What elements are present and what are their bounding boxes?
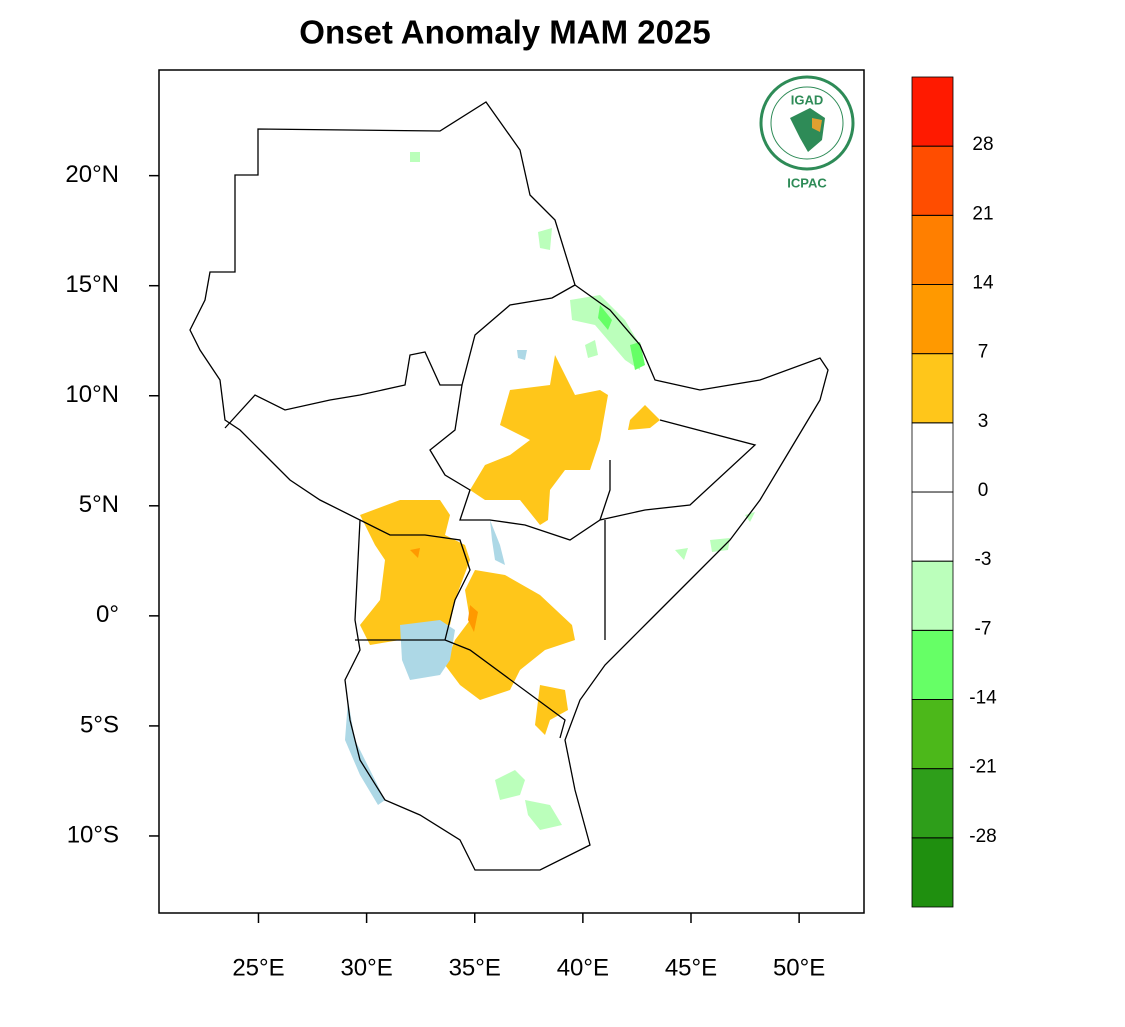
colorbar-bin <box>911 422 954 493</box>
patch-positive <box>628 405 660 430</box>
x-tick-label: 45°E <box>665 954 717 981</box>
colorbar-bin <box>911 629 954 700</box>
colorbar-bin <box>911 768 954 839</box>
colorbar-label: 0 <box>978 480 989 501</box>
y-tick-label: 15°N <box>65 271 119 298</box>
logo-name: IGAD <box>791 92 824 107</box>
colorbar-label: -14 <box>969 688 997 709</box>
coastline <box>189 101 829 871</box>
y-tick-label: 10°N <box>65 381 119 408</box>
x-tick-label: 35°E <box>449 954 501 981</box>
border <box>224 284 576 429</box>
y-tick-label: 5°N <box>79 491 119 518</box>
y-tick-label: 0° <box>96 601 119 628</box>
patch-positive-strong <box>410 548 478 632</box>
patch-positive <box>445 570 575 700</box>
colorbar-bin <box>911 76 954 147</box>
colorbar-label: -28 <box>969 826 996 847</box>
y-tick-label: 10°S <box>67 821 119 848</box>
colorbar-bin <box>911 353 954 424</box>
x-tick-label: 30°E <box>340 954 392 981</box>
colorbar-bin <box>911 699 954 770</box>
lake-victoria <box>400 620 455 680</box>
colorbar-label: 21 <box>972 203 993 224</box>
map-title: Onset Anomaly MAM 2025 <box>299 14 710 51</box>
colorbar-label: 3 <box>978 411 989 432</box>
colorbar-label: -21 <box>969 757 996 778</box>
border <box>429 384 757 541</box>
y-tick-label: 5°S <box>80 711 119 738</box>
colorbar-bin <box>911 284 954 355</box>
colorbar-bin <box>911 560 954 631</box>
colorbar-bin <box>911 214 954 285</box>
logo-ring <box>770 86 844 160</box>
borders <box>189 101 829 871</box>
logo-caption: ICPAC <box>787 175 827 190</box>
colorbar-label: 28 <box>972 134 993 155</box>
logo: IGAD ICPAC <box>759 75 855 190</box>
colorbar-label: -7 <box>975 618 992 639</box>
colorbar-bin <box>911 145 954 216</box>
x-tick-label: 50°E <box>773 954 825 981</box>
patch-negative-strong <box>598 305 645 370</box>
colorbar-label: -3 <box>975 549 992 570</box>
x-tick-label: 40°E <box>557 954 609 981</box>
patch-positive <box>470 355 608 525</box>
logo-region <box>812 118 822 132</box>
colorbar-bin <box>911 837 954 908</box>
patch-positive <box>360 500 470 645</box>
colorbar-label: 7 <box>978 342 989 363</box>
border <box>599 460 611 521</box>
colorbar-label: 14 <box>972 273 994 294</box>
y-tick-label: 20°N <box>65 161 119 188</box>
anomaly-patches <box>345 152 755 830</box>
x-tick-label: 25°E <box>232 954 284 981</box>
lake <box>345 350 527 805</box>
border <box>355 519 606 739</box>
colorbar-bin <box>911 491 954 562</box>
